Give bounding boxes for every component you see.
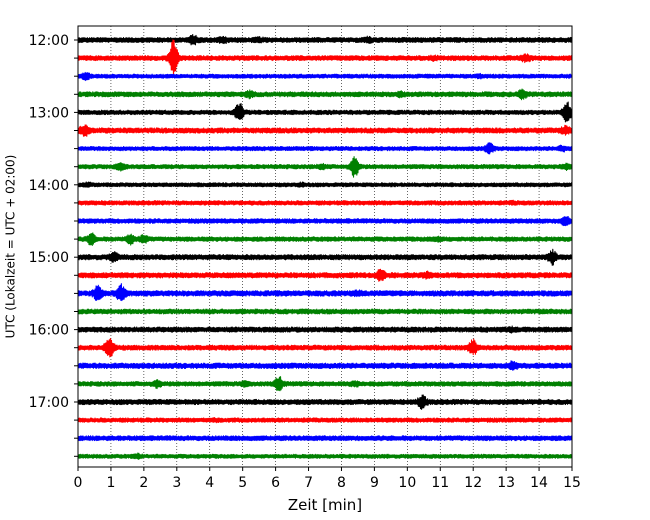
trace-1615 — [77, 338, 573, 358]
x-tick-label: 9 — [370, 475, 379, 491]
trace-1445 — [77, 232, 573, 247]
x-tick-label: 15 — [563, 475, 581, 491]
x-tick-label: 2 — [139, 475, 148, 491]
trace-1315 — [77, 124, 573, 137]
y-tick-label: 17:00 — [29, 395, 69, 411]
trace-1230 — [77, 71, 573, 82]
x-tick-label: 5 — [238, 475, 247, 491]
trace-1730 — [77, 435, 573, 442]
x-tick-label: 11 — [431, 475, 449, 491]
trace-1430 — [77, 215, 573, 227]
x-tick-label: 7 — [304, 475, 313, 491]
y-tick-label: 15:00 — [29, 250, 69, 266]
trace-1500 — [77, 248, 573, 266]
trace-1515 — [77, 268, 573, 282]
trace-1700 — [77, 394, 573, 410]
x-tick-label: 1 — [106, 475, 115, 491]
trace-1215 — [77, 39, 573, 77]
trace-1200 — [77, 33, 573, 46]
trace-1645 — [77, 376, 573, 392]
trace-1745 — [77, 452, 573, 460]
plot-frame — [77, 25, 573, 468]
y-tick-label: 14:00 — [29, 178, 69, 194]
trace-1415 — [77, 199, 573, 206]
x-tick-label: 8 — [337, 475, 346, 491]
x-tick-label: 12 — [464, 475, 482, 491]
trace-1400 — [77, 181, 573, 188]
trace-1715 — [77, 417, 573, 424]
x-tick-label: 4 — [205, 475, 214, 491]
y-tick-label: 13:00 — [29, 105, 69, 121]
trace-1345 — [77, 156, 573, 178]
x-tick-label: 13 — [497, 475, 515, 491]
trace-1600 — [77, 325, 573, 334]
trace-1245 — [77, 88, 573, 101]
x-axis-label: Zeit [min] — [288, 496, 362, 514]
x-tick-label: 10 — [398, 475, 416, 491]
x-tick-label: 6 — [271, 475, 280, 491]
y-axis-ticks: 12:00 13:00 14:00 15:00 16:00 17:00 — [29, 33, 78, 457]
y-axis-label: UTC (Lokalzeit = UTC + 02:00) — [4, 155, 18, 339]
trace-1330 — [77, 142, 573, 155]
x-tick-label: 14 — [530, 475, 548, 491]
trace-1630 — [77, 360, 573, 371]
y-tick-label: 16:00 — [29, 323, 69, 339]
x-tick-label: 0 — [74, 475, 83, 491]
trace-1530 — [77, 283, 573, 302]
y-tick-label: 12:00 — [29, 33, 69, 49]
x-axis-ticks: 0 1 2 3 4 5 6 7 8 9 10 11 12 13 14 15 — [74, 467, 581, 491]
x-tick-label: 3 — [172, 475, 181, 491]
trace-1300 — [77, 101, 573, 123]
trace-layer — [77, 33, 573, 460]
trace-1545 — [77, 308, 573, 315]
